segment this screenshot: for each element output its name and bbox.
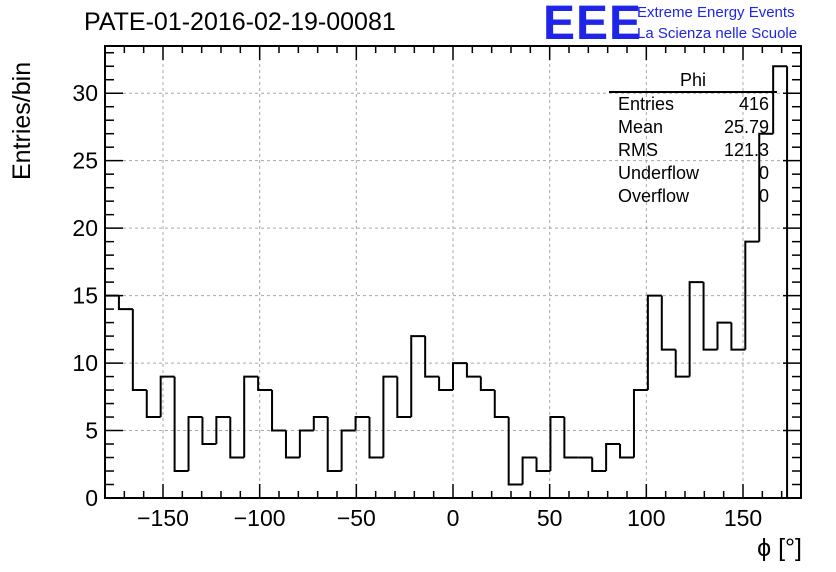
histogram-bin xyxy=(271,390,286,432)
histogram-bin xyxy=(758,132,774,242)
stats-row-rms: RMS 121.3 xyxy=(609,139,777,162)
histogram-bin xyxy=(619,444,634,459)
histogram-bin xyxy=(396,376,412,419)
histogram-bin xyxy=(159,375,175,418)
y-tick-label: 10 xyxy=(72,350,98,376)
y-tick-label: 15 xyxy=(72,283,98,309)
histogram-bin xyxy=(131,309,147,392)
x-tick-label: 0 xyxy=(447,505,460,531)
histogram-bin xyxy=(187,416,203,472)
logo-subtitle-line1: Extreme Energy Events xyxy=(637,4,795,21)
stats-box-title: Phi xyxy=(609,70,777,93)
axis-ticks xyxy=(105,46,802,498)
stats-label: Entries xyxy=(618,94,675,114)
histogram-bin xyxy=(257,376,273,392)
histogram-bin xyxy=(535,457,551,473)
histogram-bin xyxy=(521,456,537,485)
histogram-bin xyxy=(702,282,718,351)
histogram-bin xyxy=(117,295,133,311)
histogram-bin xyxy=(605,443,621,472)
histogram-bin xyxy=(674,349,690,378)
y-tick-label: 5 xyxy=(85,418,98,444)
y-tick-label: 25 xyxy=(72,148,98,174)
histogram-bin xyxy=(243,375,259,458)
histogram-bin xyxy=(772,65,788,134)
tick-labels: −150 −100 −50 0 50 100 150 0 5 10 15 20 25 30 xyxy=(72,80,762,531)
x-tick-label: −50 xyxy=(337,505,376,531)
histogram-bin xyxy=(716,321,732,350)
y-tick-label: 20 xyxy=(72,215,98,241)
x-tick-label: −100 xyxy=(234,505,286,531)
y-tick-label: 30 xyxy=(72,80,98,106)
histogram-bin xyxy=(229,417,245,459)
histogram-bin xyxy=(646,294,662,391)
histogram-bin xyxy=(173,376,189,473)
histogram-bin xyxy=(465,363,481,378)
stats-value: 121.3 xyxy=(723,140,769,160)
stats-label: Overflow xyxy=(618,186,690,206)
y-tick-label: 0 xyxy=(85,485,98,511)
histogram-bin xyxy=(632,389,648,458)
stats-value: 0 xyxy=(758,163,769,183)
plot-title: PATE-01-2016-02-19-00081 xyxy=(84,8,396,36)
stats-row-underflow: Underflow 0 xyxy=(609,162,777,185)
histogram-bin xyxy=(688,281,704,377)
histogram-bin xyxy=(438,376,453,392)
stats-row-entries: Entries 416 xyxy=(609,93,777,116)
stats-label: RMS xyxy=(618,140,658,160)
stats-label: Underflow xyxy=(618,163,700,183)
histogram-bin xyxy=(354,416,370,431)
histogram-bin xyxy=(201,417,217,446)
histogram-bin xyxy=(382,375,398,458)
stats-value: 25.79 xyxy=(723,117,769,137)
histogram-bin xyxy=(145,390,161,419)
histogram-bin xyxy=(424,336,440,378)
histogram-bin xyxy=(563,417,579,459)
histogram-bin xyxy=(493,390,509,419)
x-tick-label: 150 xyxy=(724,505,762,531)
histogram-bin xyxy=(298,429,314,458)
histogram-bin xyxy=(479,376,495,392)
histogram-bin xyxy=(340,429,356,472)
histogram-bin xyxy=(326,417,342,473)
histogram-bin xyxy=(452,362,467,391)
histogram-bin xyxy=(744,240,760,350)
logo-subtitle-line2: La Scienza nelle Scuole xyxy=(637,25,798,42)
histogram-bin xyxy=(549,416,565,472)
stats-label: Mean xyxy=(618,117,664,137)
histogram-bin xyxy=(312,416,328,431)
histogram-bin xyxy=(591,457,607,473)
histogram-bin xyxy=(507,417,523,486)
histogram-bin xyxy=(284,430,300,459)
x-tick-label: −150 xyxy=(137,505,189,531)
stats-value: 416 xyxy=(738,94,769,114)
histogram-bars xyxy=(104,65,801,499)
stats-row-mean: Mean 25.79 xyxy=(609,116,777,139)
y-axis-label: Entries/bin xyxy=(8,61,36,180)
stats-row-overflow: Overflow 0 xyxy=(609,185,777,208)
x-tick-label: 100 xyxy=(627,505,665,531)
x-axis-label: ϕ [°] xyxy=(757,534,802,562)
eee-logo: EEE xyxy=(543,0,643,50)
histogram-bin xyxy=(410,335,426,418)
histogram-bin xyxy=(730,322,746,351)
stats-box: Phi Entries 416 Mean 25.79 RMS 121.3 Und… xyxy=(609,70,777,208)
stats-value: 0 xyxy=(758,186,769,206)
histogram-bin xyxy=(215,416,231,445)
x-tick-label: 50 xyxy=(537,505,563,531)
histogram-bin xyxy=(368,417,384,459)
histogram-bin xyxy=(660,295,676,351)
histogram-bin xyxy=(104,294,119,498)
